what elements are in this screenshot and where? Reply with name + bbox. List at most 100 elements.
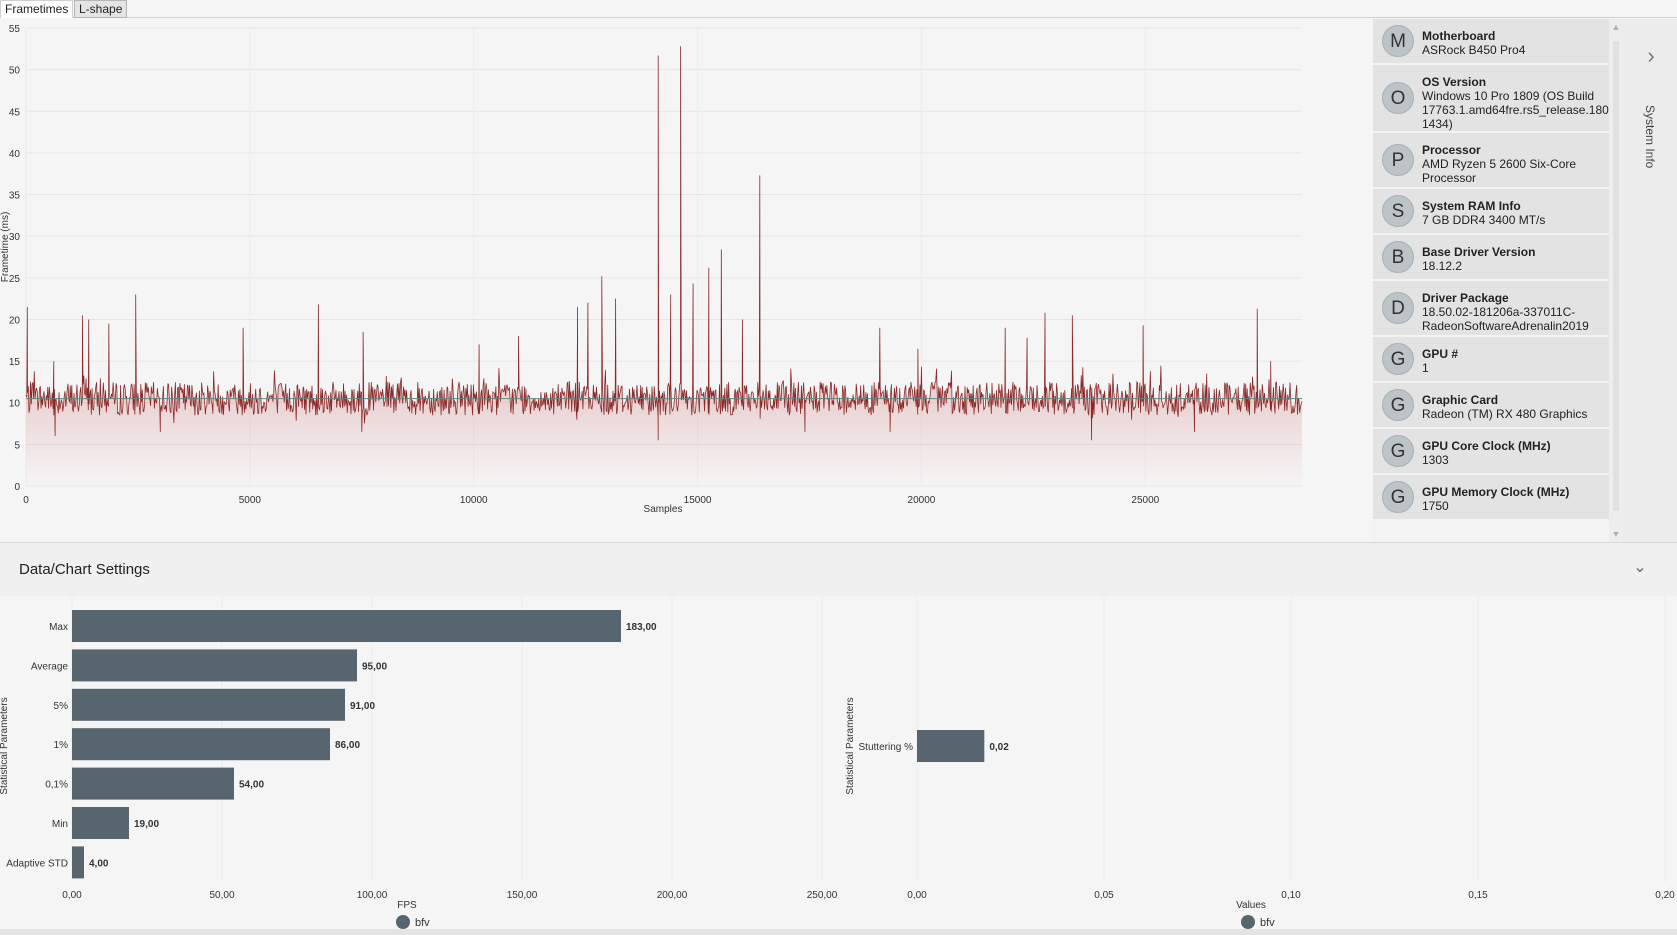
system-info-item[interactable]: P Processor AMD Ryzen 5 2600 Six-Core Proc… [1373, 133, 1610, 189]
y-axis-title: Statistical Parameters [0, 697, 10, 794]
x-tick-label: 0,00 [62, 890, 82, 901]
data-chart-settings-header[interactable]: Data/Chart Settings ⌄ [0, 542, 1677, 596]
system-info-item[interactable]: G GPU Core Clock (MHz) 1303 [1373, 429, 1610, 475]
system-info-value: 7 GB DDR4 3400 MT/s [1422, 213, 1546, 227]
legend-label: bfv [415, 917, 430, 929]
system-info-item[interactable]: G Graphic Card Radeon (TM) RX 480 Graphics [1373, 383, 1610, 429]
system-info-value: 18.12.2 [1422, 259, 1463, 273]
system-info-title: Graphic Card [1422, 393, 1499, 407]
bar-value-label: 54,00 [239, 780, 264, 791]
y-tick-label: 10 [9, 399, 21, 410]
system-info-item[interactable]: D Driver Package 18.50.02-181206a-337011C-… [1373, 281, 1610, 337]
x-tick-label: 0,05 [1094, 890, 1114, 901]
category-label: 0,1% [45, 780, 68, 791]
x-tick-label: 20000 [908, 495, 936, 506]
system-info-text: Base Driver Version 18.12.2 [1422, 245, 1606, 273]
system-info-item[interactable]: M Motherboard ASRock B450 Pro4 [1373, 19, 1610, 65]
category-label: 1% [54, 740, 69, 751]
bar-value-label: 183,00 [626, 622, 657, 633]
system-info-value: Radeon (TM) RX 480 Graphics [1422, 407, 1588, 421]
system-info-item[interactable]: S System RAM Info 7 GB DDR4 3400 MT/s [1373, 189, 1610, 235]
bar [72, 728, 330, 761]
avatar: B [1382, 241, 1414, 273]
category-label: Stuttering % [859, 742, 914, 753]
x-tick-label: 5000 [239, 495, 262, 506]
system-info-item[interactable]: B Base Driver Version 18.12.2 [1373, 235, 1610, 281]
bar-value-label: 0,02 [989, 742, 1009, 753]
system-info-title: GPU Core Clock (MHz) [1422, 439, 1551, 453]
tab-frametimes[interactable]: Frametimes [0, 0, 74, 18]
system-info-text: System RAM Info 7 GB DDR4 3400 MT/s [1422, 199, 1606, 227]
system-info-text: OS Version Windows 10 Pro 1809 (OS Build … [1422, 75, 1610, 131]
avatar: M [1382, 25, 1414, 57]
system-info-value: AMD Ryzen 5 2600 Six-Core Processor [1422, 157, 1577, 185]
system-info-text: Graphic Card Radeon (TM) RX 480 Graphics [1422, 393, 1606, 421]
scroll-down-icon[interactable]: ▼ [1611, 529, 1621, 539]
system-info-item[interactable]: O OS Version Windows 10 Pro 1809 (OS Build… [1373, 65, 1610, 133]
y-tick-label: 20 [9, 315, 21, 326]
system-info-text: GPU Memory Clock (MHz) 1750 [1422, 485, 1606, 513]
statistics-charts-svg: 0,00 50,00 100,00 150,00 200,00 250,00 Max 183,… [0, 596, 1675, 929]
category-label: Adaptive STD [6, 858, 68, 869]
y-tick-label: 35 [9, 191, 21, 202]
system-info-title: Driver Package [1422, 291, 1509, 305]
system-info-title: Processor [1422, 143, 1481, 157]
avatar: O [1382, 82, 1414, 114]
scroll-up-icon[interactable]: ▲ [1611, 22, 1621, 32]
category-label: Max [49, 622, 68, 633]
bar [72, 610, 621, 642]
y-axis-title: Statistical Parameters [845, 697, 856, 794]
avatar: G [1382, 435, 1414, 467]
x-tick-label: 10000 [460, 495, 488, 506]
category-label: 5% [54, 701, 69, 712]
tab-bar: Frametimes L-shape [0, 0, 1677, 18]
system-info-label: System Info [1643, 105, 1657, 169]
category-label: Min [52, 819, 68, 830]
system-info-title: OS Version [1422, 75, 1487, 89]
system-info-title: GPU Memory Clock (MHz) [1422, 485, 1570, 499]
chevron-right-icon[interactable]: › [1647, 43, 1655, 68]
y-tick-label: 25 [9, 274, 21, 285]
system-info-value: 1750 [1422, 499, 1449, 513]
x-tick-label: 0,15 [1468, 890, 1488, 901]
system-info-text: Motherboard ASRock B450 Pro4 [1422, 29, 1606, 57]
x-tick-label: 250,00 [807, 890, 838, 901]
legend-label: bfv [1260, 917, 1275, 929]
frametime-chart-svg: 0 5 10 15 20 25 30 35 40 45 50 55 0 5000 10000 15000 200… [0, 24, 1303, 515]
system-info-title: System RAM Info [1422, 199, 1521, 213]
x-tick-label: 0,00 [907, 890, 927, 901]
y-tick-label: 30 [9, 232, 21, 243]
x-tick-label: 100,00 [357, 890, 388, 901]
bar [72, 846, 84, 879]
avatar: G [1382, 389, 1414, 421]
avatar: G [1382, 343, 1414, 375]
system-info-value: 1 [1422, 361, 1429, 375]
system-info-item[interactable]: G GPU #1 [1373, 337, 1610, 383]
frametime-series [25, 46, 1303, 441]
scrollbar-thumb[interactable] [1613, 41, 1619, 511]
y-tick-label: 50 [9, 66, 21, 77]
category-label: Average [31, 661, 69, 672]
avatar: S [1382, 195, 1414, 227]
y-tick-label: 55 [9, 24, 21, 35]
bar [72, 649, 357, 682]
y-tick-label: 15 [9, 357, 21, 368]
system-info-title: GPU # [1422, 347, 1459, 361]
x-tick-label: 25000 [1131, 495, 1159, 506]
system-info-item[interactable]: G GPU Memory Clock (MHz) 1750 [1373, 475, 1610, 521]
avatar: G [1382, 481, 1414, 513]
x-tick-label: 15000 [684, 495, 712, 506]
y-tick-label: 5 [14, 440, 20, 451]
bar [917, 730, 985, 762]
system-info-scrollbar[interactable]: ▲ ▼ [1609, 19, 1623, 542]
frametime-chart: 0 5 10 15 20 25 30 35 40 45 50 55 0 5000 10000 15000 200… [0, 19, 1372, 542]
bottom-strip [0, 929, 1677, 935]
x-tick-label: 0 [23, 495, 29, 506]
system-info-list: M Motherboard ASRock B450 Pro4 O OS Version W… [1373, 19, 1610, 542]
tab-l-shape[interactable]: L-shape [74, 0, 128, 18]
settings-title: Data/Chart Settings [19, 561, 150, 578]
bar-value-label: 19,00 [134, 819, 159, 830]
chevron-down-icon[interactable]: ⌄ [1633, 559, 1647, 576]
system-info-flyout[interactable]: › System Info [1623, 19, 1677, 542]
